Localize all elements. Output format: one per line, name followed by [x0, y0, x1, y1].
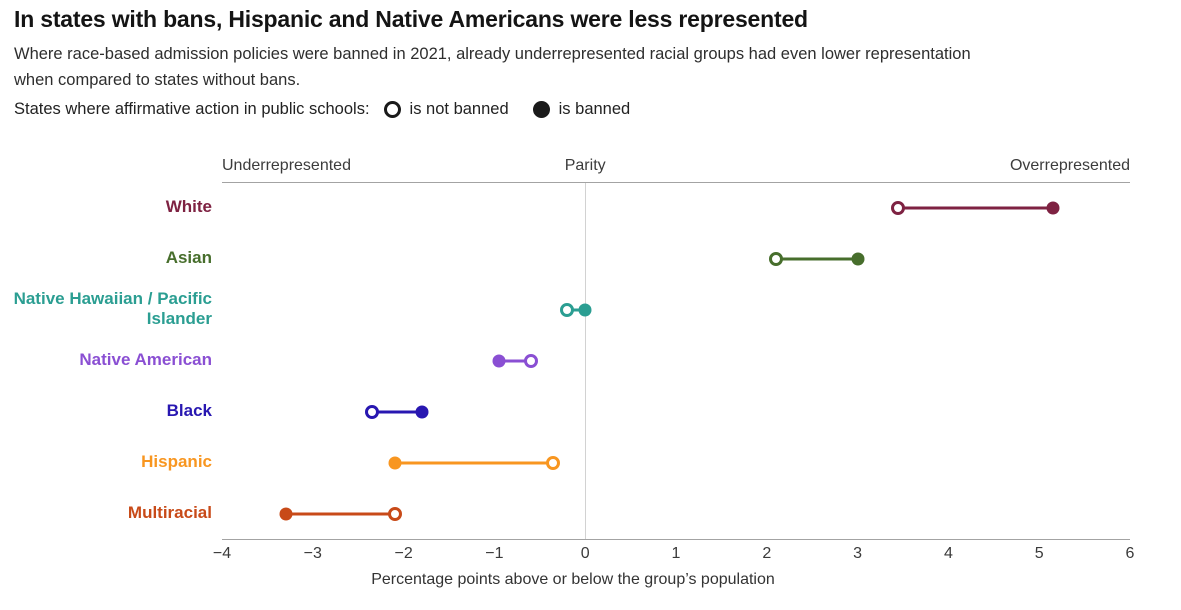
rows-container: [222, 183, 1130, 539]
connector-line: [898, 206, 1053, 210]
dot-not-banned: [364, 404, 379, 419]
dot-not-banned: [387, 506, 402, 521]
parity-line: [585, 183, 587, 539]
region-label-parity: Parity: [564, 157, 606, 174]
group-label: Multiracial: [127, 502, 212, 522]
x-tick-label: −4: [212, 545, 232, 562]
x-tick-label: 5: [1034, 545, 1044, 562]
x-tick-label: −1: [485, 545, 504, 562]
x-tick-label: −2: [394, 545, 413, 562]
connector-line: [775, 257, 858, 261]
connector-line: [371, 410, 422, 414]
x-tick-label: 3: [853, 545, 863, 562]
group-label: Native American: [79, 349, 212, 369]
region-labels: Underrepresented Parity Overrepresented: [222, 157, 1130, 177]
filled-circle-icon: [532, 101, 550, 118]
region-label-overrepresented: Overrepresented: [1009, 157, 1130, 174]
dumbbell-row: [222, 234, 1130, 285]
group-labels: White Asian Native Hawaiian / Pacific Isla…: [0, 182, 212, 538]
connector-line: [394, 461, 554, 465]
group-label: Hispanic: [141, 451, 212, 471]
dot-not-banned: [546, 455, 561, 470]
connector-line: [285, 512, 395, 516]
x-axis-ticks: −4 −3 −2 −1 0 1 2 3 4 5 6: [213, 545, 1135, 565]
dumbbell-row: [222, 437, 1130, 488]
dot-not-banned: [891, 201, 906, 216]
dot-banned: [279, 507, 293, 521]
chart-legend: States where affirmative action in publi…: [14, 100, 630, 119]
chart-subtitle: Where race-based admission policies were…: [14, 45, 971, 89]
dumbbell-row: [222, 285, 1130, 336]
x-tick-label: −3: [303, 545, 322, 562]
dot-banned: [1046, 201, 1060, 215]
dot-banned: [492, 354, 506, 368]
dot-not-banned: [768, 252, 783, 267]
dumbbell-row: [222, 183, 1130, 234]
dot-banned: [851, 252, 865, 266]
connector-line: [498, 359, 531, 363]
legend-prefix: States where affirmative action in publi…: [14, 100, 370, 118]
chart-title: In states with bans, Hispanic and Native…: [14, 6, 808, 32]
group-label: Asian: [165, 248, 212, 268]
dumbbell-row: [222, 488, 1130, 539]
dumbbell-row: [222, 386, 1130, 437]
x-tick-label: 2: [762, 545, 772, 562]
group-label: Native Hawaiian / Pacific Islander: [13, 289, 212, 329]
group-label: Black: [166, 400, 212, 420]
legend-item-banned: is banned: [532, 100, 631, 119]
open-circle-icon: [383, 101, 401, 118]
dot-not-banned: [523, 353, 538, 368]
dot-banned: [388, 456, 402, 470]
dumbbell-row: [222, 336, 1130, 387]
connector-line: [567, 308, 586, 312]
legend-item-not-banned: is not banned: [383, 100, 509, 119]
x-tick-label: 6: [1125, 545, 1135, 562]
legend-not-banned-label: is not banned: [409, 100, 509, 118]
dot-not-banned: [560, 303, 575, 318]
x-tick-label: 1: [671, 545, 681, 562]
dot-banned: [578, 303, 592, 317]
plot-area: [222, 182, 1130, 540]
x-tick-label: 0: [580, 545, 590, 562]
legend-banned-label: is banned: [558, 100, 631, 118]
dot-banned: [415, 405, 429, 419]
group-label: White: [165, 197, 212, 217]
x-axis-title: Percentage points above or below the gro…: [371, 571, 775, 588]
region-label-underrepresented: Underrepresented: [222, 157, 351, 174]
x-tick-label: 4: [943, 545, 953, 562]
